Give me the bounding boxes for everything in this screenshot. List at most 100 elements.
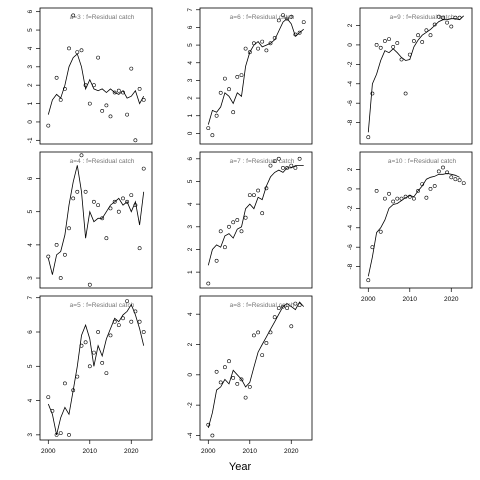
observed-point: [227, 359, 231, 364]
y-tick-label: -2: [187, 402, 194, 408]
observed-point: [206, 126, 211, 131]
observed-point: [436, 14, 441, 19]
y-tick-label: 7: [187, 8, 194, 12]
observed-point: [391, 199, 396, 204]
observed-point: [264, 48, 269, 53]
y-tick-label: 6: [187, 25, 194, 29]
observed-point: [285, 165, 290, 170]
y-tick-label: 4: [27, 243, 34, 247]
observed-point: [276, 18, 281, 23]
observed-point: [129, 319, 134, 324]
observed-point: [108, 333, 113, 338]
y-tick-label: 2: [187, 342, 194, 346]
observed-point: [268, 330, 273, 335]
observed-point: [297, 30, 302, 35]
panel-title: a=8 : f=Residual catch: [230, 302, 295, 309]
observed-point: [382, 39, 387, 43]
observed-point: [247, 50, 252, 55]
y-tick-label: -2: [347, 205, 354, 211]
observed-point: [218, 90, 223, 95]
observed-point: [79, 153, 84, 158]
panel-title: a=3 : f=Residual catch: [70, 14, 135, 21]
observed-point: [445, 20, 450, 25]
y-tick-label: 7: [27, 296, 34, 300]
observed-point: [243, 46, 248, 51]
observed-point: [420, 40, 425, 44]
observed-point: [272, 315, 277, 320]
y-tick-label: 1: [27, 101, 34, 105]
observed-point: [83, 83, 88, 88]
observed-point: [104, 103, 109, 108]
observed-point: [210, 133, 215, 138]
y-tick-label: -1: [27, 137, 34, 143]
observed-point: [416, 33, 421, 38]
observed-point: [141, 330, 146, 334]
observed-point: [416, 188, 421, 193]
observed-point: [293, 165, 298, 170]
observed-point: [75, 50, 80, 55]
panel-a5: a=5 : f=Residual catch 3 4 5 6 7 2000 2010 2020: [27, 296, 153, 455]
observed-point: [63, 87, 67, 91]
observed-point: [112, 199, 117, 204]
y-tick-label: 2: [347, 167, 354, 171]
observed-point: [432, 184, 437, 188]
y-tick-label: 2: [347, 23, 354, 27]
observed-point: [239, 229, 244, 234]
observed-point: [125, 199, 130, 204]
observed-point: [449, 24, 454, 29]
y-tick-label: -4: [187, 432, 194, 438]
observed-point: [112, 90, 117, 95]
observed-point: [67, 226, 71, 231]
observed-point: [54, 432, 59, 437]
observed-point: [239, 73, 244, 78]
observed-point: [121, 196, 125, 201]
observed-point: [71, 13, 76, 18]
observed-point: [399, 196, 404, 201]
fitted-line: [367, 172, 460, 277]
y-tick-label: 4: [27, 46, 34, 50]
observed-point: [67, 432, 71, 437]
observed-point: [276, 306, 281, 311]
panel-title: a=4 : f=Residual catch: [70, 158, 135, 165]
panel-a9: a=9 : f=Residual catch -8 -6 -4 -2 0 2: [347, 7, 473, 145]
panel-a7: a=7 : f=Residual catch 1 2 3 4 5 6: [187, 151, 313, 289]
panel-frame: [199, 295, 313, 441]
y-tick-label: -2: [347, 61, 354, 67]
observed-point: [382, 196, 387, 201]
y-tick-label: -6: [347, 100, 354, 106]
observed-point: [214, 369, 219, 374]
x-axis-label: Year: [229, 461, 252, 473]
y-tick-label: 5: [27, 28, 34, 32]
observed-point: [268, 163, 273, 168]
observed-point: [289, 14, 294, 19]
x-tick-label: 2000: [361, 296, 376, 303]
observed-point: [293, 301, 298, 306]
observed-point: [92, 350, 96, 355]
observed-point: [71, 388, 76, 393]
observed-point: [108, 114, 113, 119]
observed-point: [391, 45, 396, 49]
observed-point: [281, 304, 285, 309]
observed-point: [54, 75, 59, 80]
observed-point: [58, 98, 63, 102]
x-tick-label: 2010: [403, 296, 418, 303]
observed-point: [100, 216, 105, 221]
observed-point: [268, 41, 273, 46]
observed-point: [366, 278, 371, 283]
observed-point: [214, 258, 219, 263]
x-tick-label: 2000: [41, 448, 56, 455]
observed-point: [251, 41, 256, 46]
observed-point: [222, 365, 227, 370]
y-tick-label: 0: [27, 120, 34, 124]
observed-point: [129, 66, 134, 71]
observed-point: [256, 46, 261, 51]
observed-point: [137, 87, 142, 91]
observed-point: [256, 330, 261, 335]
observed-point: [453, 15, 458, 20]
fitted-line: [207, 165, 304, 266]
observed-point: [214, 113, 219, 118]
observed-point: [58, 431, 63, 436]
fitted-line: [47, 303, 145, 435]
y-tick-label: 6: [187, 157, 194, 161]
observed-point: [96, 330, 101, 334]
